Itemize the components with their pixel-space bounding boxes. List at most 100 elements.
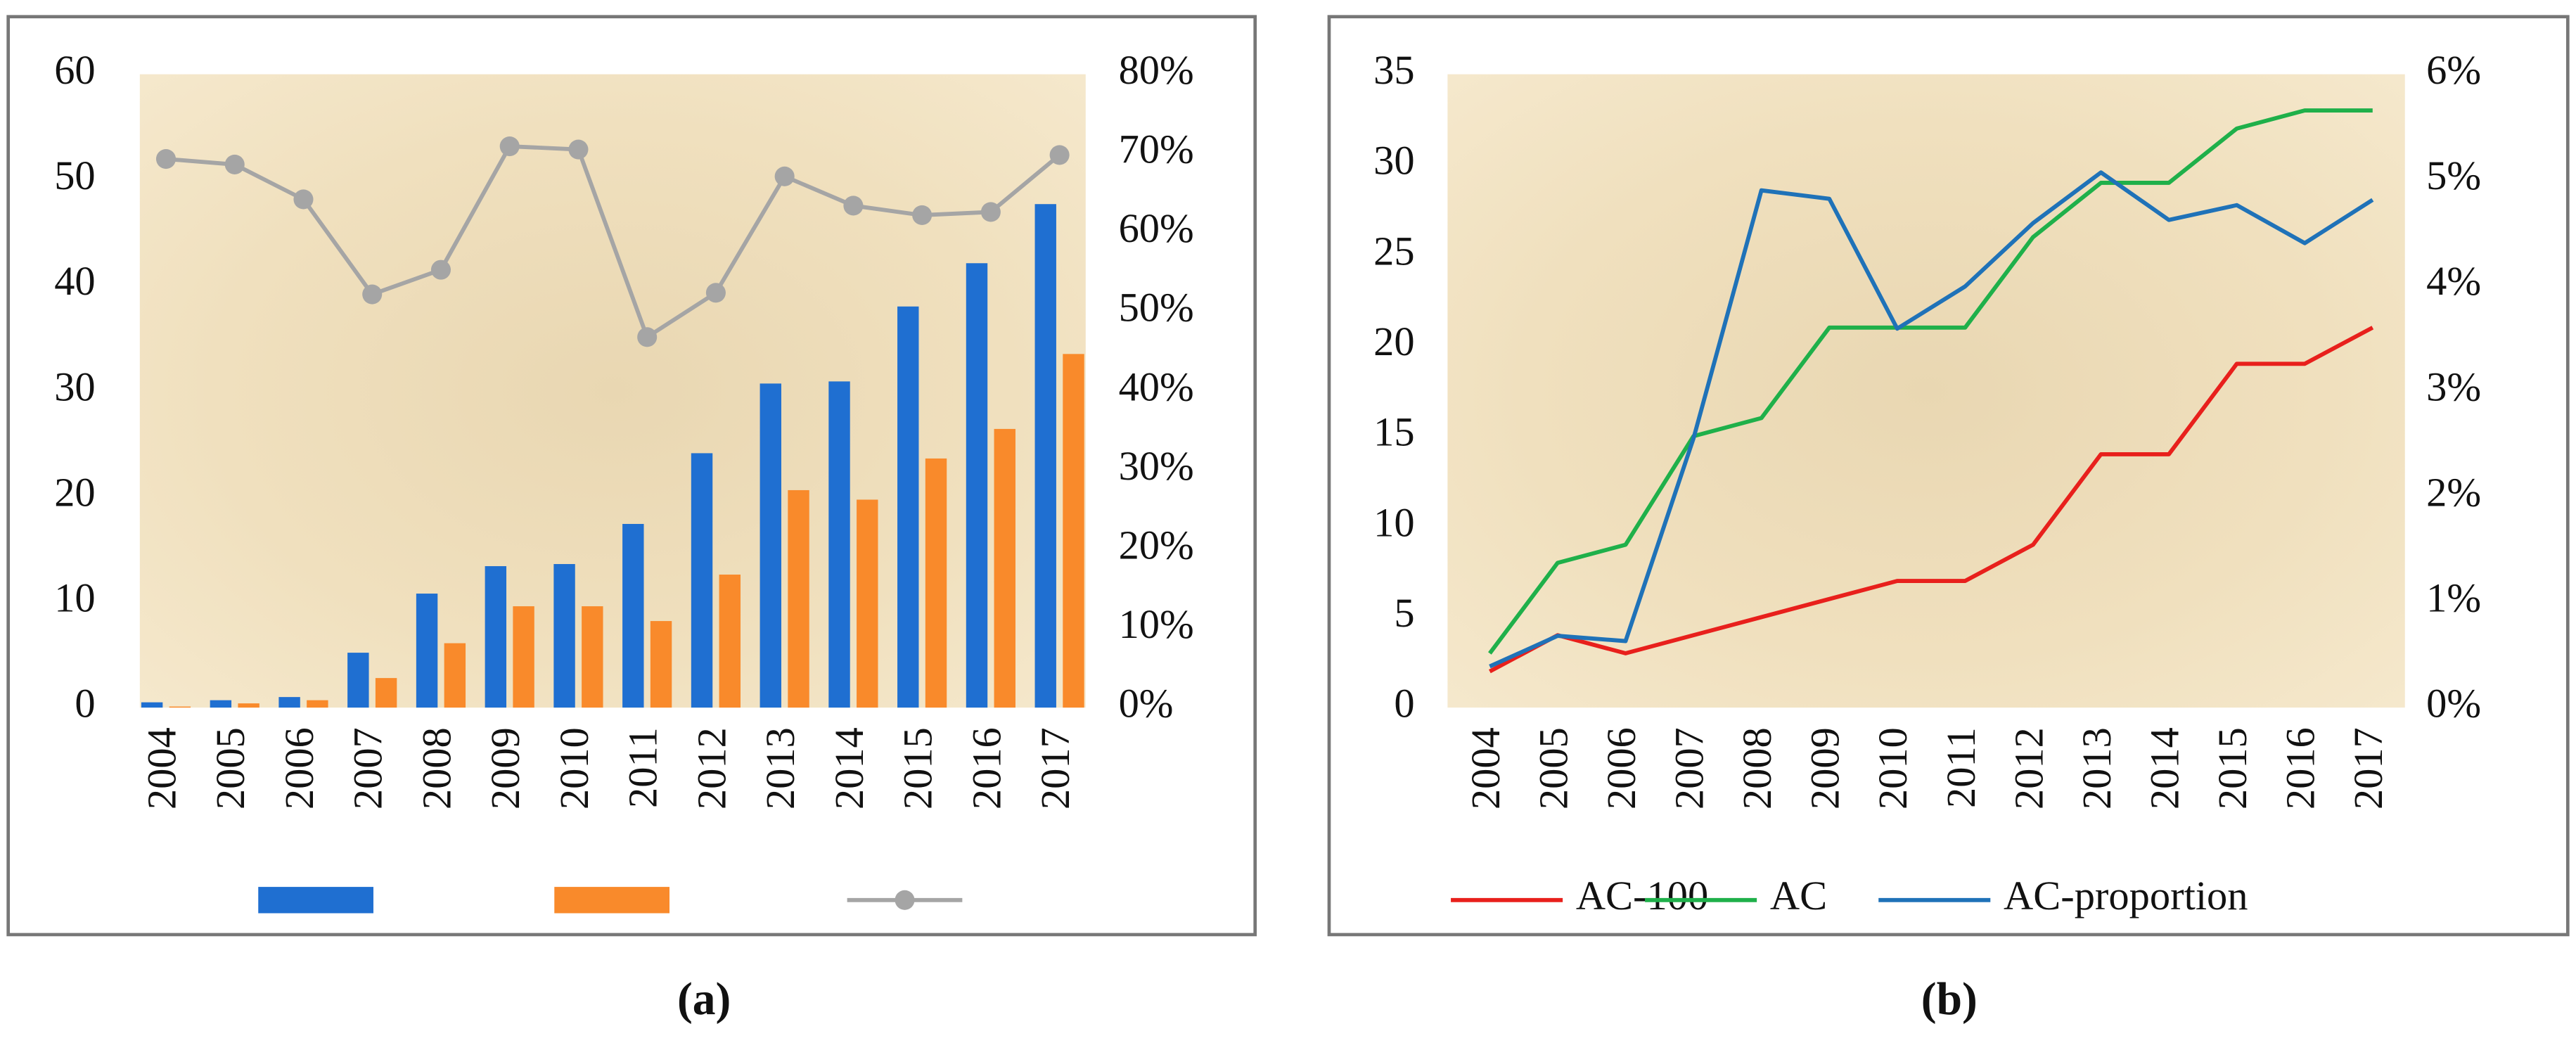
y-tick-label: 40 — [54, 258, 95, 304]
y2-tick-label: 20% — [1119, 522, 1194, 568]
x-tick-label: 2011 — [620, 727, 666, 808]
y2-tick-label: 6% — [2426, 47, 2481, 93]
bar — [375, 678, 397, 708]
x-tick-label: 2008 — [1734, 727, 1780, 809]
y-tick-label: 0 — [1394, 681, 1414, 726]
x-tick-label: 2007 — [345, 727, 391, 809]
y2-tick-label: 3% — [2426, 364, 2481, 409]
x-tick-label: 2014 — [826, 727, 872, 809]
y-tick-label: 20 — [54, 469, 95, 515]
y-tick-label: 30 — [1373, 138, 1414, 184]
bar — [719, 575, 741, 708]
line-marker — [912, 205, 933, 225]
bar — [994, 428, 1015, 708]
y2-tick-label: 80% — [1119, 47, 1194, 93]
x-tick-label: 2009 — [482, 727, 528, 809]
bar — [788, 489, 809, 708]
y-tick-label: 10 — [54, 575, 95, 620]
y2-tick-label: 70% — [1119, 127, 1194, 172]
x-tick-label: 2013 — [2074, 727, 2120, 809]
x-tick-label: 2010 — [551, 727, 597, 809]
y2-tick-label: 0% — [2426, 681, 2481, 726]
x-tick-label: 2014 — [2141, 727, 2187, 809]
legend-swatch — [258, 887, 373, 914]
line-marker — [430, 260, 451, 280]
line-marker — [1049, 145, 1070, 165]
x-tick-label: 2009 — [1802, 727, 1848, 809]
x-tick-label: 2006 — [276, 727, 322, 809]
y2-tick-label: 5% — [2426, 153, 2481, 198]
caption: (b) — [1921, 974, 1978, 1025]
x-tick-label: 2007 — [1667, 727, 1712, 809]
line — [1488, 326, 2374, 674]
y-tick-label: 35 — [1373, 47, 1414, 93]
x-tick-label: 2016 — [963, 727, 1009, 809]
plot-area — [1447, 74, 2405, 708]
y2-tick-label: 10% — [1119, 601, 1194, 647]
line-marker — [499, 136, 520, 157]
line — [1489, 170, 2374, 669]
bar — [650, 621, 672, 708]
x-tick-label: 2012 — [688, 727, 734, 809]
y-tick-label: 30 — [54, 364, 95, 409]
caption: (a) — [677, 974, 731, 1025]
bar — [347, 653, 369, 708]
legend-swatch — [554, 887, 670, 914]
x-tick-label: 2004 — [1463, 727, 1508, 809]
bar — [691, 453, 713, 708]
bar — [513, 606, 534, 708]
bar — [966, 263, 988, 708]
line — [1488, 108, 2373, 655]
x-tick-label: 2015 — [2210, 727, 2255, 809]
x-tick-label: 2017 — [2345, 727, 2391, 809]
x-tick-label: 2017 — [1032, 727, 1078, 809]
y2-tick-label: 60% — [1119, 205, 1194, 251]
y2-tick-label: 50% — [1119, 285, 1194, 331]
y2-tick-label: 40% — [1119, 364, 1194, 409]
legend-marker — [895, 890, 915, 910]
bar — [897, 306, 919, 708]
bar — [553, 564, 575, 708]
legend-label: AC-100 — [1576, 873, 1708, 918]
y-tick-label: 20 — [1373, 319, 1414, 364]
y-tick-label: 60 — [54, 47, 95, 93]
line-marker — [705, 283, 726, 303]
legend-label: AC-proportion — [2004, 873, 2248, 918]
bar — [307, 700, 328, 708]
line-marker — [155, 149, 177, 169]
bar — [760, 383, 781, 708]
y2-tick-label: 2% — [2426, 469, 2481, 515]
x-tick-label: 2011 — [1938, 727, 1984, 808]
x-tick-label: 2005 — [207, 727, 253, 809]
bar — [925, 458, 947, 708]
x-tick-label: 2016 — [2278, 727, 2324, 809]
line — [165, 144, 1061, 340]
y-tick-label: 0 — [75, 681, 95, 726]
y2-tick-label: 0% — [1119, 681, 1174, 726]
y2-tick-label: 1% — [2426, 575, 2481, 620]
bar — [485, 566, 507, 708]
y-tick-label: 5 — [1394, 590, 1414, 636]
y-tick-label: 10 — [1373, 499, 1414, 545]
bar — [582, 606, 603, 708]
line-marker — [774, 166, 795, 186]
x-tick-label: 2010 — [1870, 727, 1916, 809]
x-tick-label: 2012 — [2006, 727, 2051, 809]
bar — [278, 697, 300, 708]
x-tick-label: 2013 — [757, 727, 803, 809]
x-tick-label: 2005 — [1530, 727, 1576, 809]
line-marker — [568, 139, 589, 160]
bar — [1034, 204, 1056, 708]
bar — [141, 702, 163, 708]
bar — [238, 703, 259, 708]
bar — [444, 643, 466, 708]
bar — [622, 523, 644, 708]
bar — [169, 706, 191, 708]
y2-tick-label: 4% — [2426, 258, 2481, 304]
x-tick-label: 2008 — [414, 727, 459, 809]
x-tick-label: 2004 — [139, 727, 184, 809]
line-marker — [362, 284, 383, 305]
bar — [857, 499, 878, 708]
y-tick-label: 50 — [54, 153, 95, 198]
